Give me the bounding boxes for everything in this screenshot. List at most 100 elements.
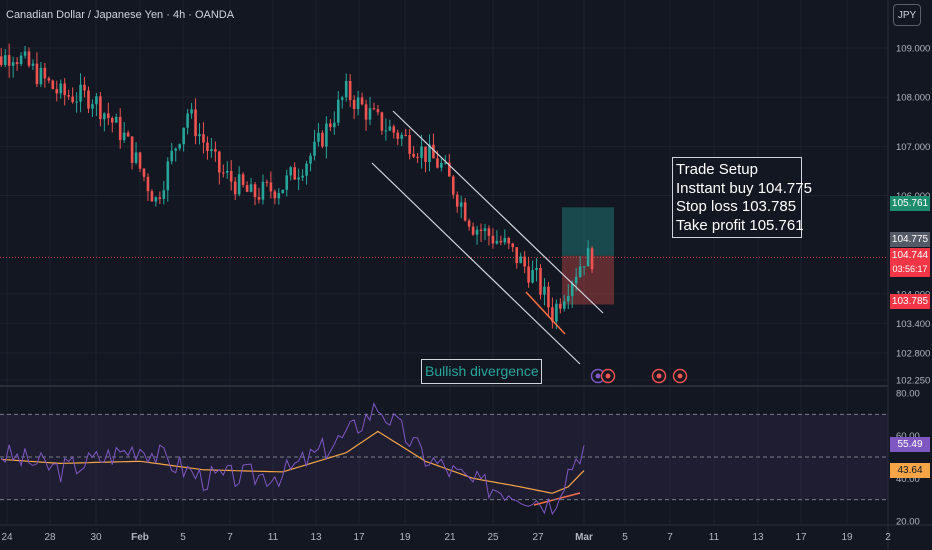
- candle-body: [523, 256, 526, 267]
- candle-body: [7, 55, 11, 66]
- candle-body: [233, 181, 237, 195]
- candle-body: [281, 189, 285, 194]
- candle-body: [329, 123, 332, 128]
- price-tick-label: 108.000: [896, 93, 930, 104]
- rsi-tick-label: 60.00: [896, 431, 920, 442]
- candle-body: [321, 132, 324, 147]
- candle-body: [253, 184, 257, 198]
- candle-body: [51, 80, 55, 89]
- drawing-overlays[interactable]: [371, 110, 688, 506]
- candle-body: [122, 132, 126, 141]
- candle-body: [570, 283, 574, 297]
- candle-body: [408, 135, 411, 154]
- candle-body: [507, 237, 511, 244]
- candle-body: [515, 247, 519, 264]
- candle-body: [19, 55, 23, 65]
- candle-body: [285, 175, 289, 190]
- candle-body: [590, 248, 594, 270]
- candle-body: [221, 172, 225, 174]
- candle-body: [206, 142, 209, 151]
- candle-body: [158, 197, 162, 199]
- candle-body: [555, 303, 558, 322]
- candle-body: [186, 113, 189, 128]
- candle-body: [261, 181, 265, 200]
- rsi-ma-line: [1, 430, 585, 494]
- candle-body: [23, 51, 27, 56]
- candle-body: [380, 112, 384, 131]
- candle-body: [0, 56, 3, 65]
- time-tick-label: 7: [227, 532, 233, 543]
- candle-body: [376, 109, 380, 113]
- candle-body: [11, 62, 15, 66]
- time-tick-label: 5: [180, 532, 186, 543]
- candle-body: [451, 176, 455, 195]
- candle-body: [360, 97, 364, 105]
- rsi-line: [0, 402, 585, 516]
- candle-body: [356, 97, 360, 109]
- time-tick-label: 17: [353, 532, 365, 543]
- stop-loss-tag: 103.785: [890, 294, 930, 309]
- time-tick-label: 24: [1, 532, 13, 543]
- candle-body: [39, 67, 43, 85]
- candle-body: [229, 170, 233, 182]
- candle-body: [416, 156, 419, 158]
- candle-body: [428, 144, 431, 163]
- time-tick-label: 7: [667, 532, 673, 543]
- bullish-divergence-note[interactable]: Bullish divergence: [421, 359, 542, 384]
- rsi-tick-label: 80.00: [896, 389, 920, 400]
- candle-body: [47, 78, 51, 81]
- rsi-value-tag: 55.49: [890, 437, 930, 452]
- candle-body: [15, 62, 19, 65]
- currency-button[interactable]: JPY: [893, 4, 921, 26]
- candle-body: [372, 108, 376, 110]
- candle-body: [91, 104, 94, 109]
- candle-body: [245, 185, 249, 192]
- rsi-tick-label: 20.00: [896, 517, 920, 528]
- current-price-tag: 104.744: [890, 248, 930, 263]
- candle-body: [178, 144, 181, 149]
- symbol-title[interactable]: Canadian Dollar / Japanese Yen · 4h · OA…: [6, 9, 235, 21]
- candle-body: [301, 175, 304, 178]
- time-tick-label: 13: [310, 532, 322, 543]
- trade-setup-note[interactable]: Trade Setup Insttant buy 104.775 Stop lo…: [672, 157, 812, 238]
- candle-body: [388, 126, 392, 131]
- time-tick-label: Feb: [131, 532, 149, 543]
- candle-body: [110, 117, 114, 123]
- candle-body: [384, 130, 388, 132]
- candle-body: [43, 67, 47, 79]
- candle-body: [574, 276, 578, 284]
- candle-body: [194, 109, 197, 137]
- event-flag-icon-dot: [677, 373, 683, 379]
- time-tick-label: 5: [622, 532, 628, 543]
- time-tick-label: 2: [885, 532, 891, 543]
- candle-body: [103, 113, 106, 120]
- candle-body: [348, 80, 352, 101]
- candle-body: [463, 202, 467, 221]
- candle-body: [218, 151, 221, 173]
- candle-body: [455, 194, 459, 207]
- candle-body: [150, 191, 154, 202]
- candle-body: [269, 182, 273, 192]
- candle-body: [582, 266, 586, 268]
- price-tick-label: 109.000: [896, 44, 930, 55]
- take-profit-tag: 105.761: [890, 196, 930, 211]
- candle-body: [225, 170, 229, 173]
- candle-body: [257, 197, 261, 200]
- candle-body: [551, 307, 554, 322]
- candle-body: [182, 127, 185, 145]
- time-tick-label: 13: [752, 532, 764, 543]
- candle-body: [448, 162, 451, 177]
- candle-body: [586, 248, 590, 267]
- entry-tag: 104.775: [890, 232, 930, 247]
- candle-body: [459, 202, 463, 207]
- candle-body: [83, 84, 86, 91]
- candle-body: [114, 116, 118, 123]
- time-tick-label: 11: [709, 532, 720, 543]
- candle-body: [142, 168, 146, 177]
- candle-body: [487, 228, 491, 236]
- candle-body: [75, 101, 78, 103]
- candle-body: [79, 84, 82, 102]
- candle-body: [202, 134, 205, 143]
- candle-body: [396, 132, 400, 139]
